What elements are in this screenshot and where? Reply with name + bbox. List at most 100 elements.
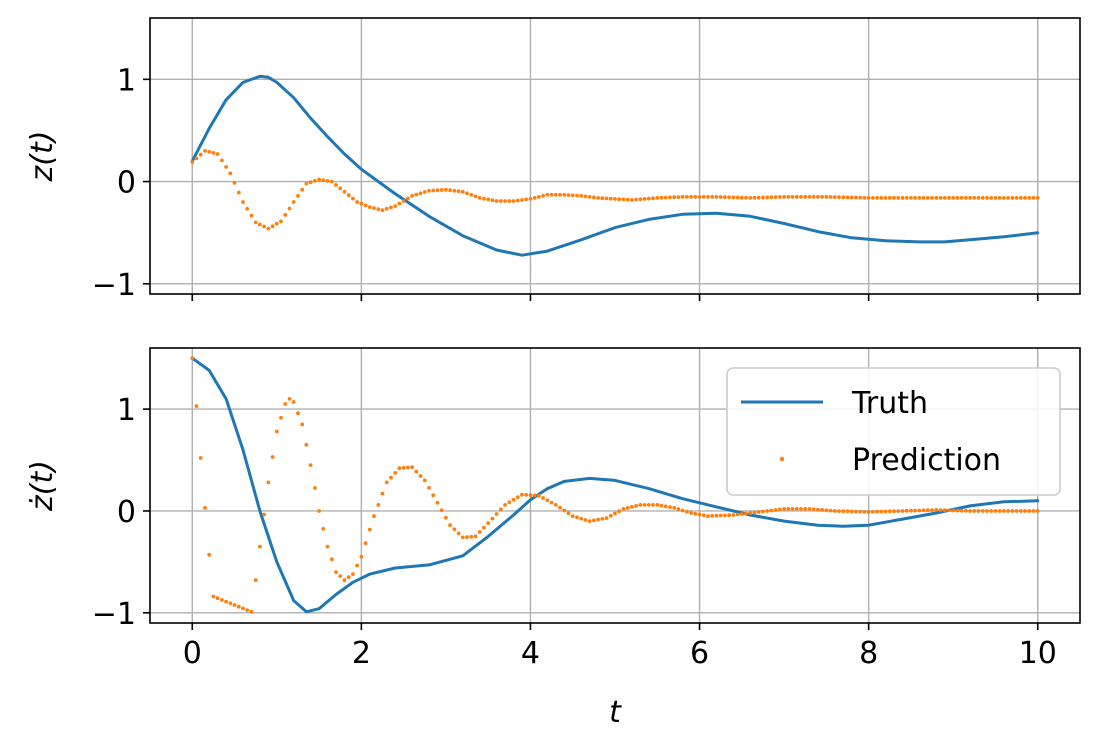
prediction-series-point	[820, 195, 824, 199]
prediction-series-point	[778, 195, 782, 199]
prediction-series-point	[296, 194, 300, 198]
y-tick-label: −1	[92, 597, 136, 632]
prediction-series-point	[1023, 509, 1027, 513]
prediction-series-point	[913, 196, 917, 200]
prediction-series-point	[625, 506, 630, 510]
prediction-series-point	[203, 149, 207, 153]
prediction-series-point	[562, 192, 567, 197]
prediction-series-point	[782, 507, 786, 511]
prediction-series-point	[1031, 196, 1036, 200]
prediction-series-point	[249, 609, 254, 614]
prediction-series-point	[938, 508, 943, 512]
prediction-series-point	[397, 201, 402, 206]
prediction-series-point	[579, 516, 584, 521]
prediction-series-point	[444, 515, 448, 520]
prediction-series-point	[414, 469, 419, 474]
top-panel-frame	[149, 17, 1081, 295]
prediction-series-point	[384, 480, 389, 485]
prediction-series-point	[824, 508, 829, 513]
prediction-series-point	[313, 179, 317, 183]
prediction-series-point	[930, 508, 934, 512]
bottom-panel-frame	[149, 347, 1081, 624]
legend-box	[726, 367, 1061, 496]
prediction-series-point	[951, 508, 956, 513]
prediction-series-point	[300, 422, 305, 427]
prediction-series-point	[659, 195, 664, 200]
prediction-series-point	[706, 195, 710, 199]
prediction-series-point	[769, 195, 774, 200]
prediction-series-point	[291, 400, 296, 404]
prediction-series-point	[596, 196, 600, 200]
prediction-series-point	[727, 513, 731, 518]
prediction-series-point	[410, 465, 414, 470]
prediction-series-point	[600, 196, 605, 201]
prediction-series-point	[841, 509, 846, 514]
prediction-series-point	[790, 195, 795, 199]
prediction-series-point	[651, 196, 655, 201]
prediction-series-point	[862, 195, 867, 200]
prediction-series-point	[300, 187, 305, 192]
prediction-series-point	[253, 578, 258, 583]
prediction-series-point	[723, 513, 727, 518]
y-tick-label: 0	[117, 495, 136, 530]
prediction-series-point	[849, 195, 854, 200]
prediction-series-point	[520, 198, 524, 202]
prediction-series-point	[1035, 196, 1040, 200]
top-panel-grid	[150, 18, 1080, 294]
prediction-series-point	[334, 570, 338, 574]
prediction-series-point	[917, 508, 922, 513]
prediction-series-point	[782, 195, 786, 199]
prediction-series-point	[418, 191, 423, 196]
top-panel: −1 0 1 z(t)	[25, 17, 1081, 303]
prediction-series-point	[503, 199, 507, 203]
prediction-series-point	[549, 500, 554, 505]
prediction-series-point	[575, 515, 579, 520]
prediction-series-point	[351, 572, 355, 576]
prediction-series-point	[600, 517, 605, 521]
prediction-series-point	[803, 507, 808, 511]
prediction-series-point	[849, 509, 854, 514]
prediction-series-point	[930, 196, 934, 200]
prediction-series-point	[803, 195, 808, 199]
prediction-series-point	[739, 195, 744, 200]
prediction-series-point	[469, 192, 474, 197]
prediction-series-point	[583, 194, 588, 199]
prediction-series-point	[917, 196, 922, 200]
prediction-series-point	[490, 198, 495, 203]
prediction-series-point	[596, 517, 600, 522]
prediction-series-point	[503, 503, 507, 507]
prediction-series-point	[507, 199, 512, 203]
prediction-series-point	[372, 514, 376, 518]
prediction-series-point	[752, 195, 757, 200]
prediction-series-point	[959, 508, 964, 513]
prediction-series-point	[558, 505, 562, 510]
prediction-series-point	[697, 195, 702, 199]
prediction-series-point	[714, 195, 719, 199]
prediction-series-point	[676, 507, 681, 512]
prediction-series-point	[761, 509, 765, 514]
x-tick-label: 0	[183, 636, 202, 671]
prediction-series-point	[837, 195, 841, 200]
prediction-series-point	[351, 196, 355, 201]
prediction-series-point	[697, 512, 702, 517]
prediction-series-point	[1018, 509, 1023, 513]
prediction-series-point	[308, 463, 313, 467]
prediction-series-point	[253, 220, 258, 225]
prediction-series-point	[701, 513, 706, 518]
prediction-series-point	[807, 195, 812, 199]
prediction-series-point	[816, 507, 820, 512]
bottom-panel-ticks: 0 2 4 6 8 10 −1 0 1	[92, 393, 1057, 671]
prediction-series-point	[473, 194, 478, 199]
prediction-series-point	[228, 601, 233, 606]
prediction-series-point	[621, 197, 626, 202]
prediction-series-point	[938, 196, 943, 200]
prediction-series-point	[866, 510, 871, 514]
prediction-series-point	[786, 195, 791, 199]
prediction-series-point	[448, 188, 452, 193]
prediction-series-point	[384, 206, 389, 211]
prediction-series-point	[1027, 509, 1032, 513]
prediction-series-point	[807, 507, 812, 511]
prediction-series-point	[325, 179, 330, 183]
prediction-series-point	[236, 604, 241, 609]
prediction-series-point	[976, 509, 981, 513]
